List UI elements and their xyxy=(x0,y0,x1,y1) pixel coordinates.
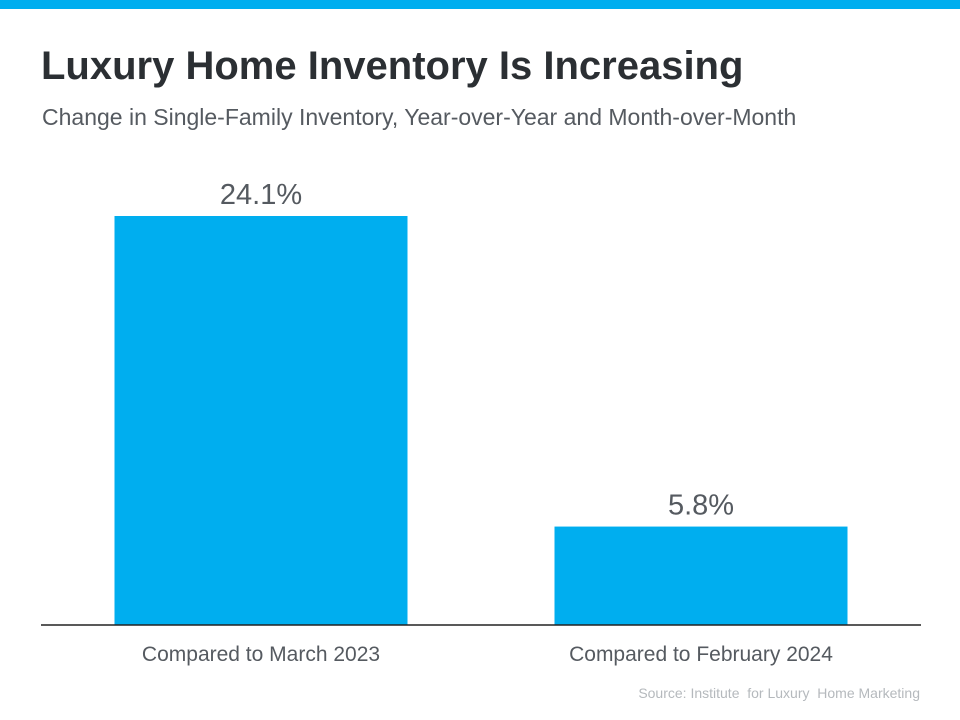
chart-title: Luxury Home Inventory Is Increasing xyxy=(41,44,744,88)
bars-group xyxy=(114,216,848,625)
labels-group: 24.1% Compared to March 2023 5.8% Compared … xyxy=(142,179,833,666)
category-label-2: Compared to February 2024 xyxy=(569,643,833,666)
value-label-2: 5.8% xyxy=(668,490,734,522)
bar-1 xyxy=(114,216,408,625)
chart-subtitle: Change in Single-Family Inventory, Year-… xyxy=(42,104,797,130)
category-label-1: Compared to March 2023 xyxy=(142,643,380,666)
bar-2 xyxy=(554,526,848,625)
value-label-1: 24.1% xyxy=(220,179,302,211)
source-note: Source: Institute for Luxury Home Market… xyxy=(638,685,920,701)
top-accent-bar xyxy=(0,0,960,9)
